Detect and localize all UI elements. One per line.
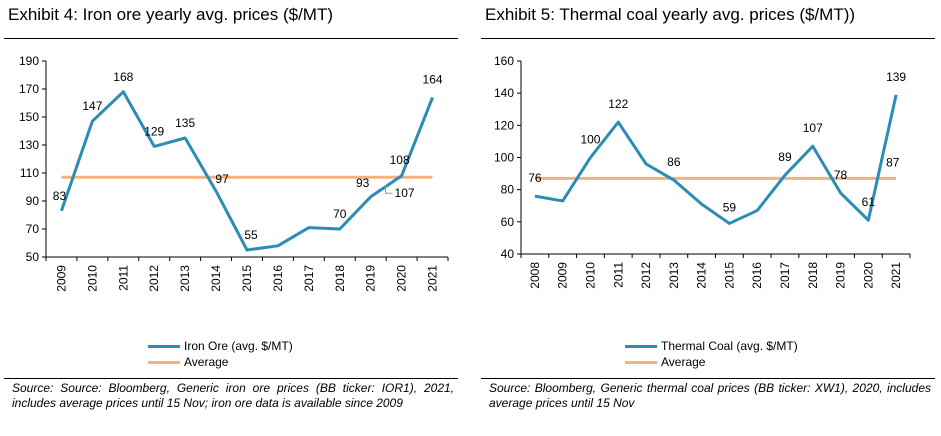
legend-series-label: Iron Ore (avg. $/MT) xyxy=(184,339,293,353)
x-tick-label: 2016 xyxy=(271,265,285,292)
series-line xyxy=(534,94,898,225)
data-label: 168 xyxy=(113,70,133,84)
source-divider xyxy=(4,378,458,379)
x-tick-label: 2016 xyxy=(750,262,764,289)
x-tick-label: 2018 xyxy=(333,265,347,292)
legend-item-average: Average xyxy=(148,354,293,370)
x-tick-label: 2019 xyxy=(834,262,848,289)
data-label: 61 xyxy=(862,195,876,209)
series-swatch xyxy=(625,344,657,348)
x-tick-label: 2012 xyxy=(639,262,653,289)
data-label: 55 xyxy=(244,228,258,242)
legend-series-label: Thermal Coal (avg. $/MT) xyxy=(661,339,798,353)
data-label: 122 xyxy=(608,97,628,111)
thermal-coal-legend: Thermal Coal (avg. $/MT) Average xyxy=(625,338,798,370)
y-tick-label: 100 xyxy=(494,151,514,165)
y-tick-label: 170 xyxy=(19,82,39,96)
data-label: 135 xyxy=(175,116,195,130)
series-line xyxy=(60,90,434,252)
legend-average-label: Average xyxy=(184,355,229,369)
x-tick-label: 2015 xyxy=(240,265,254,292)
y-tick-label: 190 xyxy=(19,54,39,68)
y-tick-label: 130 xyxy=(19,138,39,152)
x-tick-label: 2021 xyxy=(889,262,903,289)
legend-item-series: Iron Ore (avg. $/MT) xyxy=(148,338,293,354)
x-tick-label: 2020 xyxy=(395,265,409,292)
x-tick-label: 2011 xyxy=(611,262,625,288)
x-tick-label: 2014 xyxy=(695,262,709,289)
average-label-leader xyxy=(385,185,393,194)
source-note: Source: Source: Bloomberg, Generic iron … xyxy=(12,381,454,410)
x-tick-label: 2008 xyxy=(528,262,542,289)
y-tick-label: 90 xyxy=(26,194,40,208)
exhibit-5-title: Exhibit 5: Thermal coal yearly avg. pric… xyxy=(485,5,856,24)
y-tick-label: 150 xyxy=(19,110,39,124)
x-tick-label: 2011 xyxy=(116,265,130,291)
x-tick-label: 2010 xyxy=(583,262,597,289)
data-label: 89 xyxy=(778,150,792,164)
source-divider xyxy=(481,378,935,379)
series-swatch xyxy=(148,344,180,348)
x-tick-label: 2017 xyxy=(302,265,316,292)
title-divider xyxy=(4,38,458,39)
x-tick-label: 2018 xyxy=(806,262,820,289)
y-tick-label: 110 xyxy=(20,166,39,180)
legend-item-series: Thermal Coal (avg. $/MT) xyxy=(625,338,798,354)
iron-ore-legend: Iron Ore (avg. $/MT) Average xyxy=(148,338,293,370)
data-label: 97 xyxy=(215,172,229,186)
x-tick-label: 2017 xyxy=(778,262,792,289)
average-value-label: 107 xyxy=(395,186,415,200)
y-tick-label: 50 xyxy=(26,250,40,264)
legend-average-label: Average xyxy=(661,355,706,369)
average-swatch xyxy=(148,360,180,364)
data-label: 100 xyxy=(580,133,600,147)
x-tick-label: 2013 xyxy=(667,262,681,289)
y-tick-label: 160 xyxy=(494,54,514,68)
exhibit-4-title: Exhibit 4: Iron ore yearly avg. prices (… xyxy=(8,5,334,24)
x-tick-label: 2020 xyxy=(861,262,875,289)
y-tick-label: 140 xyxy=(494,86,514,100)
x-tick-label: 2014 xyxy=(209,265,223,292)
x-tick-label: 2009 xyxy=(54,265,68,292)
x-tick-label: 2009 xyxy=(556,262,570,289)
title-divider xyxy=(481,38,935,39)
data-label: 107 xyxy=(803,121,823,135)
x-tick-label: 2010 xyxy=(85,265,99,292)
y-tick-label: 80 xyxy=(501,183,515,197)
data-label: 86 xyxy=(667,155,681,169)
data-label: 129 xyxy=(144,124,164,138)
data-label: 147 xyxy=(82,99,102,113)
data-label: 139 xyxy=(886,70,906,84)
y-tick-label: 70 xyxy=(26,222,40,236)
y-tick-label: 60 xyxy=(501,215,515,229)
x-tick-label: 2013 xyxy=(178,265,192,292)
data-label: 108 xyxy=(390,153,410,167)
iron-ore-exhibit: Exhibit 4: Iron ore yearly avg. prices (… xyxy=(0,0,462,436)
thermal-coal-exhibit: Exhibit 5: Thermal coal yearly avg. pric… xyxy=(477,0,939,436)
x-tick-label: 2019 xyxy=(364,265,378,292)
data-label: 76 xyxy=(528,171,542,185)
thermal-coal-chart: 40 60 80 100 120 140 160 2008 2009 2010 2011 2012 20… xyxy=(494,54,911,289)
average-value-label: 87 xyxy=(886,155,900,169)
average-swatch xyxy=(625,360,657,364)
data-label: 164 xyxy=(423,72,443,86)
x-tick-label: 2015 xyxy=(722,262,736,289)
y-tick-label: 40 xyxy=(501,247,515,261)
x-tick-label: 2021 xyxy=(426,265,440,292)
source-note: Source: Bloomberg, Generic thermal coal … xyxy=(489,381,931,410)
data-label: 93 xyxy=(356,176,370,190)
data-label: 59 xyxy=(723,200,737,214)
y-tick-label: 120 xyxy=(494,118,514,132)
data-label: 83 xyxy=(53,189,67,203)
iron-ore-chart: 50 70 90 110 130 150 170 190 2009 2010 2011 2012 201… xyxy=(19,54,449,292)
x-tick-label: 2012 xyxy=(147,265,161,292)
data-label: 78 xyxy=(834,168,848,182)
data-label: 70 xyxy=(333,207,347,221)
legend-item-average: Average xyxy=(625,354,798,370)
